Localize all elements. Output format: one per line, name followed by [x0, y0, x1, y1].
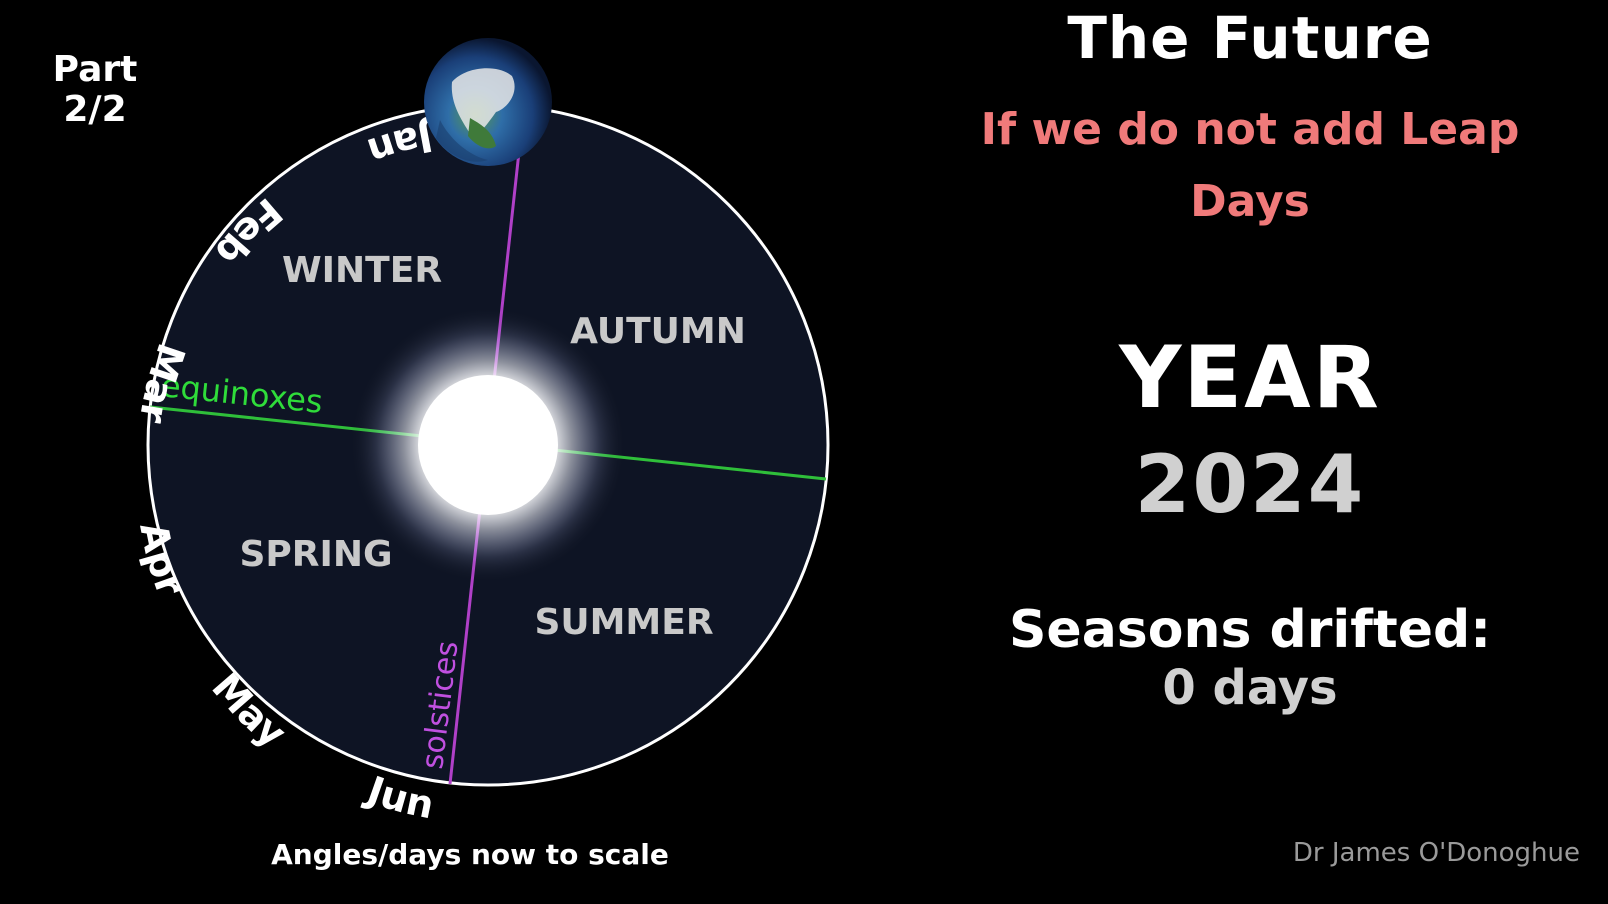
part-label: Part 2/2: [52, 49, 138, 130]
month-label-nov: Nov: [0, 0, 16, 9]
drift-value: 0 days: [1162, 660, 1338, 716]
year-label: YEAR: [1119, 328, 1381, 428]
slide-subtitle: If we do not add Leap Days: [980, 104, 1520, 227]
season-autumn: AUTUMN: [570, 311, 746, 352]
earth: [424, 38, 552, 166]
scale-note: Angles/days now to scale: [271, 838, 669, 871]
month-label-jul: Jul: [0, 0, 14, 9]
orbit-diagram: WINTER AUTUMN SPRING SUMMER equinoxes so…: [0, 0, 830, 827]
drift-label: Seasons drifted:: [1008, 600, 1491, 660]
month-label-aug: Aug: [0, 0, 15, 9]
season-winter: WINTER: [282, 250, 442, 291]
slide-title: The Future: [1067, 4, 1433, 72]
month-label-oct: Oct: [0, 0, 16, 9]
season-summer: SUMMER: [534, 602, 713, 643]
info-panel: The Future If we do not add Leap Days YE…: [930, 0, 1570, 904]
author-credit: Dr James O'Donoghue: [1292, 838, 1580, 868]
month-label-sep: Sep: [0, 0, 14, 9]
year-value: 2024: [1134, 438, 1366, 531]
sun: [418, 375, 558, 515]
month-label-dec: Dec: [0, 0, 16, 9]
season-spring: SPRING: [239, 534, 392, 575]
